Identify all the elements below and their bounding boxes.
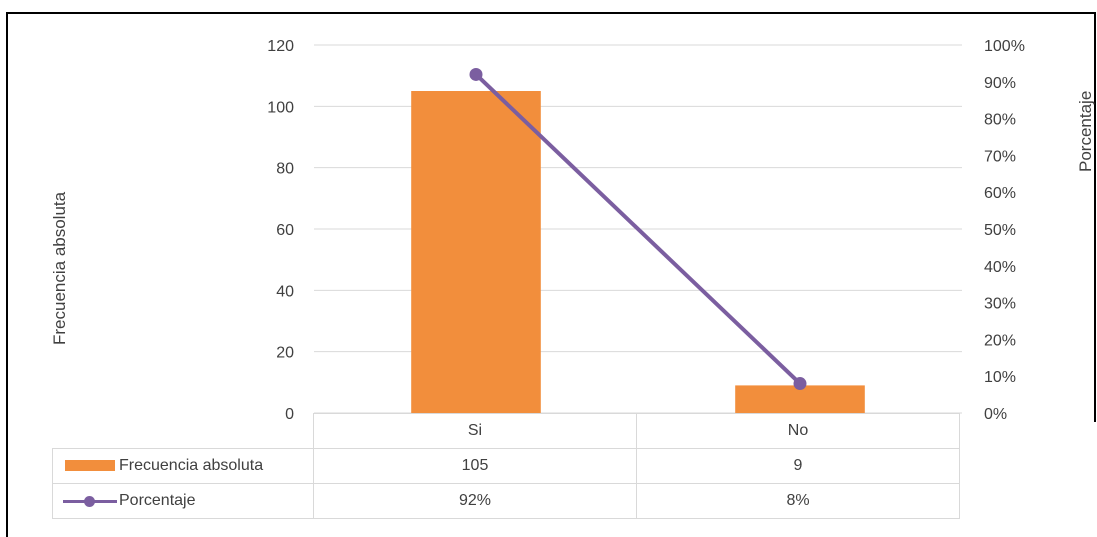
y-tick-label-right: 90%	[984, 75, 1016, 92]
y-tick-label-left: 40	[276, 283, 294, 300]
data-label: 9	[636, 448, 960, 484]
bars	[411, 91, 865, 413]
y-tick-label-right: 40%	[984, 259, 1016, 276]
y-tick-label-right: 20%	[984, 332, 1016, 349]
legend-label: Porcentaje	[119, 492, 196, 509]
y-tick-label-right: 30%	[984, 296, 1016, 313]
line-point	[469, 67, 483, 81]
percentage-line	[469, 67, 807, 391]
table-row: Frecuencia absoluta 105 9	[52, 448, 960, 484]
y-tick-label-left: 100	[267, 99, 294, 116]
line-marker-swatch-icon	[63, 495, 117, 507]
y-tick-label-right: 100%	[984, 38, 1025, 55]
bar-swatch-icon	[65, 460, 115, 472]
category-label: No	[636, 413, 960, 449]
y-tick-label-left: 60	[276, 222, 294, 239]
category-label: Si	[313, 413, 637, 449]
y-tick-label-left: 20	[276, 345, 294, 362]
legend-entry-line: Porcentaje	[52, 483, 314, 519]
y-tick-label-right: 80%	[984, 112, 1016, 129]
y-axis-label-right: Porcentaje	[1076, 90, 1095, 172]
frame-right-border	[1094, 12, 1096, 422]
y-tick-label-left: 80	[276, 161, 294, 178]
bar	[411, 91, 541, 413]
y-axis-label-left: Frecuencia absoluta	[50, 191, 69, 345]
frame-top-border	[6, 12, 1096, 14]
y-tick-label-right: 0%	[984, 406, 1007, 423]
right-axis-ticks: 0% 10% 20% 30% 40% 50% 60% 70% 80% 90% 100%	[984, 38, 1025, 423]
line-point	[793, 377, 807, 391]
data-label: 92%	[313, 483, 637, 519]
y-tick-label-right: 50%	[984, 222, 1016, 239]
table-row: Porcentaje 92% 8%	[52, 483, 960, 519]
y-tick-label-right: 70%	[984, 148, 1016, 165]
data-label: 8%	[636, 483, 960, 519]
y-tick-label-left: 120	[267, 38, 294, 55]
table-corner-cell	[52, 413, 314, 449]
series-line	[474, 72, 802, 386]
y-tick-label-right: 10%	[984, 369, 1016, 386]
y-tick-label-right: 60%	[984, 185, 1016, 202]
legend-entry-bar: Frecuencia absoluta	[52, 448, 314, 484]
legend-label: Frecuencia absoluta	[119, 457, 264, 474]
chart-data-table: Si No Frecuencia absoluta 105 9 Porcenta…	[52, 413, 960, 519]
data-label: 105	[313, 448, 637, 484]
frame-left-border	[6, 12, 8, 537]
table-header-row: Si No	[52, 413, 960, 449]
